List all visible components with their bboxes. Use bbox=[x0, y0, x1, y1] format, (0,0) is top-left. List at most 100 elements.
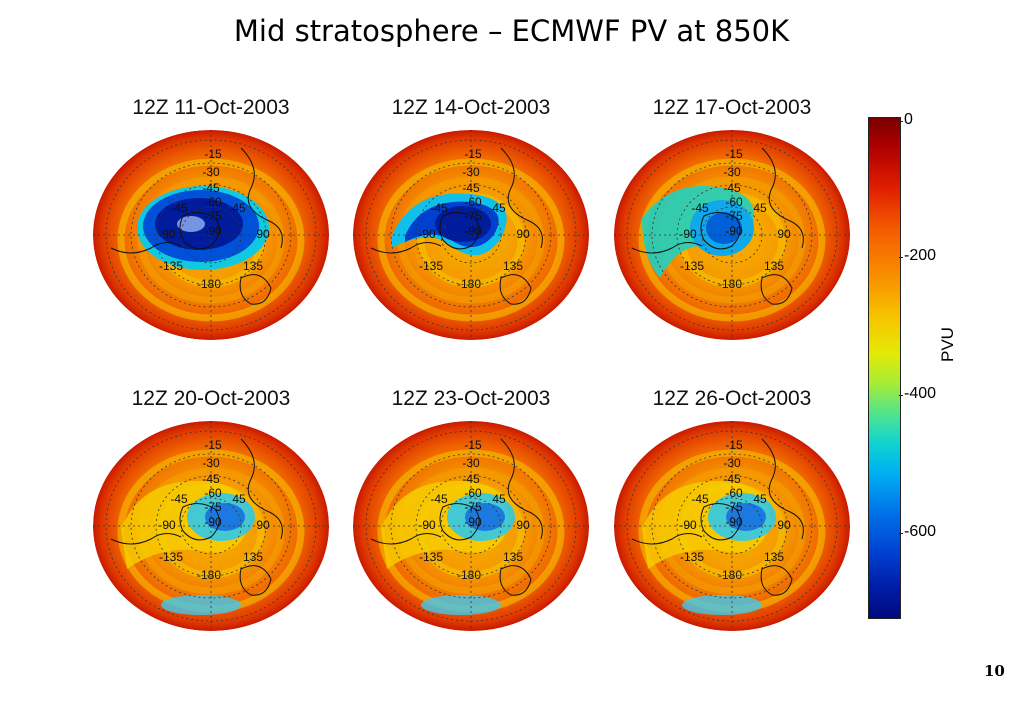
grid-label: -90 bbox=[464, 515, 482, 529]
grid-label: 135 bbox=[243, 259, 263, 273]
polar-map: -15 -30 -45 -60 -75 -90 -45 45 -90 90 -135 135 -180 bbox=[91, 128, 331, 347]
grid-label: 45 bbox=[492, 492, 506, 506]
panel-date-label: 12Z 14-Oct-2003 bbox=[391, 96, 551, 119]
grid-label: -30 bbox=[723, 456, 741, 470]
polar-map-graphic: -15-30-45-60-75-90-45 45-90 90-135 135-180 bbox=[353, 130, 589, 340]
grid-label: 45 bbox=[753, 492, 767, 506]
grid-label: -45 bbox=[723, 472, 741, 486]
grid-label: -75 bbox=[464, 209, 482, 223]
grid-label: -135 bbox=[680, 259, 704, 273]
grid-label: -90 bbox=[204, 515, 222, 529]
grid-label: -45 bbox=[691, 492, 709, 506]
grid-label: -90 bbox=[158, 518, 176, 532]
map-panel: 12Z 20-Oct-2003 -15 -30 -45 -60 -75 -90 -45 45-… bbox=[87, 387, 335, 637]
grid-label: -75 bbox=[204, 500, 222, 514]
polar-map: -15 -30 -45 -60 -75 -90 -45 45 -90 90 -135 135 -180 bbox=[612, 128, 852, 347]
panel-date-label: 12Z 20-Oct-2003 bbox=[131, 387, 291, 410]
panel-date-label: 12Z 11-Oct-2003 bbox=[132, 96, 290, 119]
grid-label: -135 bbox=[159, 259, 183, 273]
map-panel: 12Z 14-Oct-2003 -15 -30 -45 -60 -75 -90 -45 45-… bbox=[347, 96, 595, 346]
grid-label: 45 bbox=[232, 492, 246, 506]
grid-label: -180 bbox=[718, 568, 742, 582]
colorbar-tick: -200 bbox=[904, 247, 937, 264]
grid-label: -180 bbox=[457, 277, 481, 291]
panel-date-label: 12Z 17-Oct-2003 bbox=[652, 96, 812, 119]
polar-map-graphic: -15-30-45-60-75-90-45 45-90 90-135 135-180 bbox=[353, 421, 589, 631]
grid-label: -60 bbox=[725, 195, 743, 209]
grid-label: -45 bbox=[691, 201, 709, 215]
grid-label: -45 bbox=[462, 181, 480, 195]
grid-label: -30 bbox=[202, 456, 220, 470]
grid-label: -15 bbox=[204, 438, 222, 452]
grid-label: -30 bbox=[202, 165, 220, 179]
grid-label: -90 bbox=[418, 227, 436, 241]
grid-label: -45 bbox=[430, 201, 448, 215]
grid-label: -30 bbox=[723, 165, 741, 179]
grid-label: -90 bbox=[679, 518, 697, 532]
grid-label: -90 bbox=[204, 224, 222, 238]
grid-label: -60 bbox=[464, 195, 482, 209]
polar-map-graphic: -15-30-45-60-75-90-45 45-90 90-135 135-180 bbox=[614, 130, 850, 340]
polar-map-graphic: -15-30-45-60-75-90-45 45-90 90-135 135-180 bbox=[614, 421, 850, 631]
grid-label: -180 bbox=[197, 277, 221, 291]
grid-label: -15 bbox=[464, 438, 482, 452]
colorbar-gradient bbox=[868, 117, 901, 619]
grid-label: -180 bbox=[718, 277, 742, 291]
grid-label: -75 bbox=[725, 209, 743, 223]
polar-map: -15 -30 -45 -60 -75 -90 -45 45 -90 90 -135 135 -180 bbox=[91, 419, 331, 638]
grid-label: -75 bbox=[725, 500, 743, 514]
grid-label: 90 bbox=[777, 227, 791, 241]
grid-label: -45 bbox=[170, 492, 188, 506]
panel-date-label: 12Z 26-Oct-2003 bbox=[652, 387, 812, 410]
grid-label: -45 bbox=[462, 472, 480, 486]
colorbar-label: PVU bbox=[938, 327, 957, 362]
grid-label: 135 bbox=[503, 550, 523, 564]
colorbar-tick: -600 bbox=[904, 523, 937, 540]
grid-label: 45 bbox=[753, 201, 767, 215]
grid-label: -15 bbox=[725, 147, 743, 161]
grid-label: 135 bbox=[764, 550, 784, 564]
grid-label: -180 bbox=[197, 568, 221, 582]
grid-label: -15 bbox=[464, 147, 482, 161]
grid-label: 135 bbox=[243, 550, 263, 564]
polar-map: -15 -30 -45 -60 -75 -90 -45 45 -90 90 -135 135 -180 bbox=[351, 128, 591, 347]
grid-label: 45 bbox=[232, 201, 246, 215]
grid-label: 45 bbox=[492, 201, 506, 215]
colorbar-tick: 0 bbox=[904, 111, 913, 128]
grid-label: 90 bbox=[777, 518, 791, 532]
grid-label: -90 bbox=[725, 515, 743, 529]
grid-label: -90 bbox=[158, 227, 176, 241]
page-number: 10 bbox=[984, 662, 1005, 680]
polar-map-graphic: -15-30-45-60-75-90-45 45-90 90-135 135-180 bbox=[93, 421, 329, 631]
grid-label: -90 bbox=[464, 224, 482, 238]
grid-label: 90 bbox=[256, 227, 270, 241]
grid-label: -45 bbox=[430, 492, 448, 506]
polar-map: -15 -30 -45 -60 -75 -90 -45 45 -90 90 -135 135 -180 bbox=[351, 419, 591, 638]
grid-label: -60 bbox=[464, 486, 482, 500]
map-panel: 12Z 17-Oct-2003 -15 -30 -45 -60 -75 -90 -45 45-… bbox=[608, 96, 856, 346]
grid-label: -90 bbox=[725, 224, 743, 238]
grid-label: -45 bbox=[202, 181, 220, 195]
grid-label: -60 bbox=[725, 486, 743, 500]
map-panel: 12Z 23-Oct-2003 -15 -30 -45 -60 -75 -90 -45 45-… bbox=[347, 387, 595, 637]
grid-label: 135 bbox=[764, 259, 784, 273]
grid-label: 90 bbox=[256, 518, 270, 532]
grid-label: 90 bbox=[516, 518, 530, 532]
grid-label: -135 bbox=[680, 550, 704, 564]
grid-label: -75 bbox=[464, 500, 482, 514]
grid-label: -45 bbox=[202, 472, 220, 486]
slide-title: Mid stratosphere – ECMWF PV at 850K bbox=[233, 14, 790, 48]
grid-label: -90 bbox=[418, 518, 436, 532]
panel-date-label: 12Z 23-Oct-2003 bbox=[391, 387, 551, 410]
grid-label: -45 bbox=[170, 201, 188, 215]
grid-label: -135 bbox=[419, 550, 443, 564]
grid-label: -75 bbox=[204, 209, 222, 223]
grid-label: -45 bbox=[723, 181, 741, 195]
grid-label: -15 bbox=[725, 438, 743, 452]
grid-label: -135 bbox=[419, 259, 443, 273]
polar-map: -15 -30 -45 -60 -75 -90 -45 45 -90 90 -135 135 -180 bbox=[612, 419, 852, 638]
grid-label: -60 bbox=[204, 195, 222, 209]
grid-label: 135 bbox=[503, 259, 523, 273]
colorbar-tick: -400 bbox=[904, 385, 937, 402]
grid-label: -15 bbox=[204, 147, 222, 161]
